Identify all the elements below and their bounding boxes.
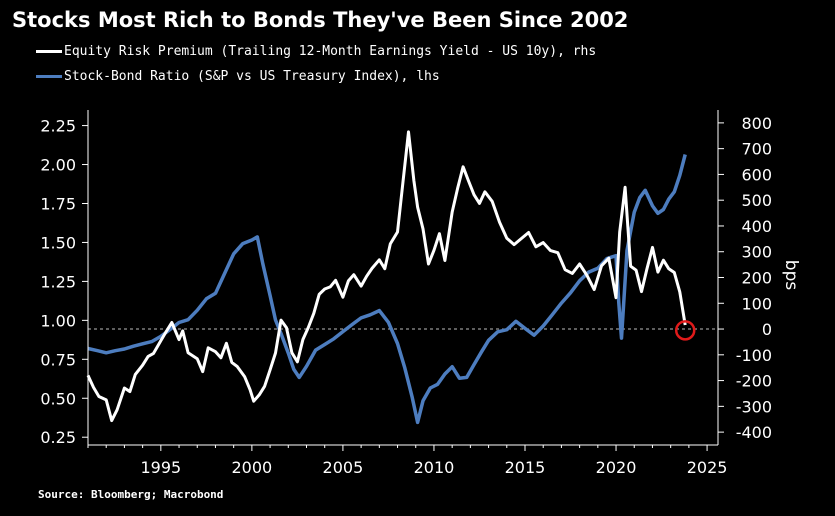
highlight-circle-marker <box>674 320 696 341</box>
y-right-tick-label: 600 <box>741 165 772 184</box>
y-right-tick-label: 700 <box>741 140 772 159</box>
legend-swatch-equity-risk-premium <box>36 50 62 53</box>
x-tick-label: 2015 <box>505 458 546 477</box>
y-right-axis-label: bps <box>781 260 801 291</box>
y-left-tick-label: 0.25 <box>40 428 76 447</box>
x-tick-label: 2005 <box>323 458 364 477</box>
source-note: Source: Bloomberg; Macrobond <box>38 488 224 501</box>
legend-entry-stock-bond-ratio: Stock-Bond Ratio (S&P vs US Treasury Ind… <box>36 69 440 84</box>
x-tick-label: 2025 <box>687 458 728 477</box>
y-right-tick-label: -100 <box>736 346 772 365</box>
legend-entry-equity-risk-premium: Equity Risk Premium (Trailing 12-Month E… <box>36 44 596 59</box>
y-left-tick-label: 1.00 <box>40 311 76 330</box>
y-right-tick-label: -300 <box>736 397 772 416</box>
y-right-tick-label: 0 <box>762 320 772 339</box>
y-left-tick-label: 1.50 <box>40 233 76 252</box>
x-tick-label: 2010 <box>414 458 455 477</box>
y-right-tick-label: -200 <box>736 372 772 391</box>
x-tick-label: 2000 <box>232 458 273 477</box>
y-left-tick-label: 0.75 <box>40 350 76 369</box>
y-right-tick-label: 800 <box>741 114 772 133</box>
y-right-tick-label: 100 <box>741 294 772 313</box>
x-tick-label: 2020 <box>596 458 637 477</box>
y-right-tick-label: 200 <box>741 269 772 288</box>
y-left-tick-label: 2.25 <box>40 117 76 136</box>
y-left-tick-label: 1.25 <box>40 272 76 291</box>
y-right-tick-label: 400 <box>741 217 772 236</box>
y-left-tick-label: 2.00 <box>40 156 76 175</box>
legend-label-stock-bond-ratio: Stock-Bond Ratio (S&P vs US Treasury Ind… <box>64 69 440 84</box>
series-line-equity-risk-premium <box>86 130 687 423</box>
y-left-tick-label: 1.75 <box>40 194 76 213</box>
y-right-tick-label: 300 <box>741 243 772 262</box>
y-left-tick-label: 0.50 <box>40 389 76 408</box>
chart-title: Stocks Most Rich to Bonds They've Been S… <box>12 8 629 32</box>
legend-label-equity-risk-premium: Equity Risk Premium (Trailing 12-Month E… <box>64 44 597 59</box>
y-right-tick-label: 500 <box>741 191 772 210</box>
x-tick-label: 1995 <box>140 458 181 477</box>
y-right-tick-label: -400 <box>736 423 772 442</box>
legend-swatch-stock-bond-ratio <box>36 75 62 78</box>
